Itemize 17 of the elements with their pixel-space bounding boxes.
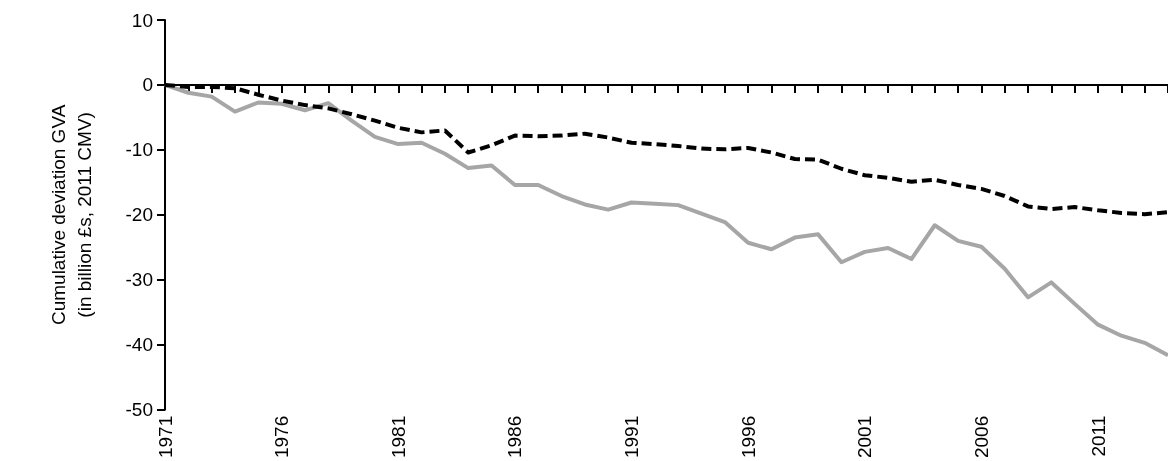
y-axis-title: Cumulative deviation GVA (in billion £s, 2011 CMV) — [47, 104, 95, 326]
y-tick-label: -20 — [125, 204, 153, 226]
x-tick-label: 1991 — [621, 415, 643, 459]
x-tick-label: 2001 — [854, 415, 876, 459]
y-tick-label: -30 — [125, 269, 153, 291]
x-tick-label: 1976 — [271, 415, 293, 459]
x-tick-label: 1996 — [737, 415, 759, 459]
y-tick-label: -10 — [125, 139, 153, 161]
y-tick-label: -40 — [125, 334, 153, 356]
x-tick-label: 1986 — [504, 415, 526, 459]
x-tick-label: 2011 — [1087, 415, 1109, 457]
y-tick-label: -50 — [125, 399, 153, 421]
y-tick-label: 10 — [131, 9, 153, 31]
x-tick-label: 1971 — [154, 415, 176, 459]
x-tick-label: 1981 — [387, 415, 409, 459]
y-tick-label: 0 — [142, 74, 153, 96]
x-tick-label: 2006 — [970, 415, 992, 459]
